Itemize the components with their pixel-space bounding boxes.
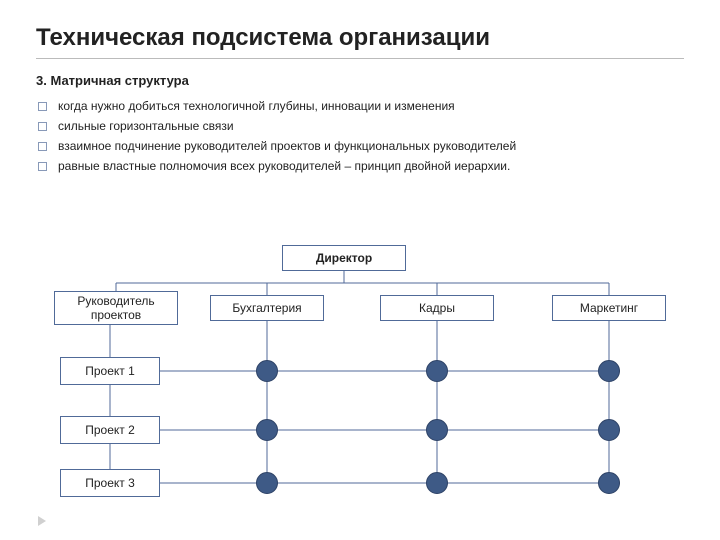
matrix-node (598, 360, 620, 382)
slide-arrow-icon (38, 516, 46, 526)
bullet-list: когда нужно добиться технологичной глуби… (36, 96, 684, 176)
matrix-node (426, 419, 448, 441)
bullet-item: когда нужно добиться технологичной глуби… (36, 96, 684, 116)
matrix-node (426, 360, 448, 382)
bullet-item: сильные горизонтальные связи (36, 116, 684, 136)
box-pm: Руководитель проектов (54, 291, 178, 325)
bullet-item: взаимное подчинение руководителей проект… (36, 136, 684, 156)
matrix-node (256, 360, 278, 382)
matrix-node (598, 419, 620, 441)
box-project1: Проект 1 (60, 357, 160, 385)
matrix-node (256, 472, 278, 494)
matrix-node (426, 472, 448, 494)
box-accounting: Бухгалтерия (210, 295, 324, 321)
box-director: Директор (282, 245, 406, 271)
matrix-node (598, 472, 620, 494)
box-project3: Проект 3 (60, 469, 160, 497)
section-heading: 3. Матричная структура (36, 73, 684, 88)
page-title: Техническая подсистема организации (36, 24, 684, 59)
bullet-item: равные властные полномочия всех руководи… (36, 156, 684, 176)
box-project2: Проект 2 (60, 416, 160, 444)
matrix-node (256, 419, 278, 441)
box-hr: Кадры (380, 295, 494, 321)
box-marketing: Маркетинг (552, 295, 666, 321)
